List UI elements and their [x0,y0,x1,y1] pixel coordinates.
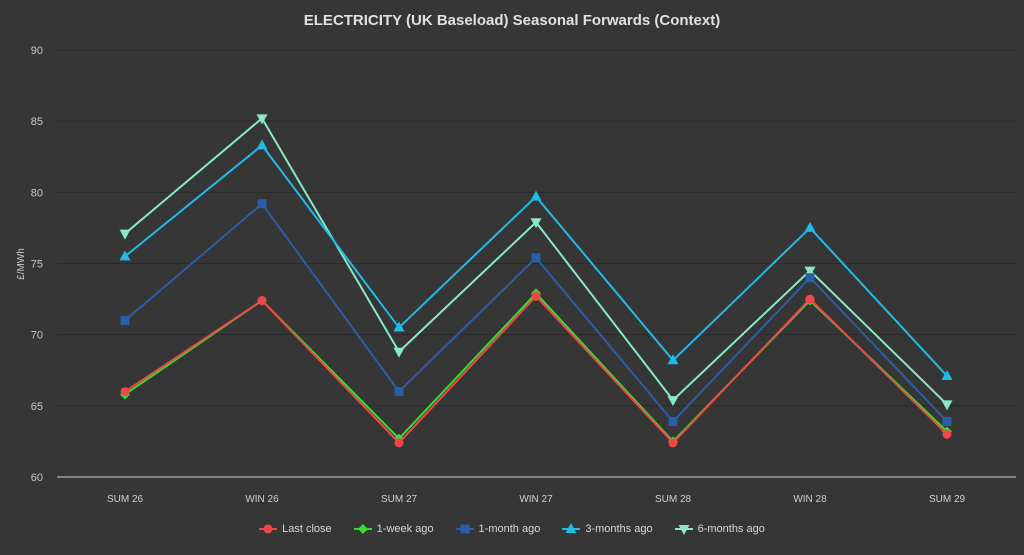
legend-marker[interactable] [460,524,470,534]
legend-item[interactable]: Last close [259,523,332,535]
data-point[interactable] [393,321,405,332]
x-tick-label: WIN 28 [793,494,827,505]
series-last-close [120,291,952,448]
data-point[interactable] [256,114,268,125]
legend-marker[interactable] [565,523,577,533]
data-point[interactable] [530,218,542,229]
legend: Last close 1-week ago 1-month ago 3-months … [0,523,1024,535]
legend-label: 1-week ago [376,523,434,535]
data-point[interactable] [119,250,131,261]
series-1-month-ago [120,199,952,426]
data-point[interactable] [942,429,952,439]
series-3-months-ago [119,139,953,380]
legend-item[interactable]: 3-months ago [562,523,653,535]
data-point[interactable] [394,387,404,397]
data-point[interactable] [394,438,404,448]
x-tick-label: SUM 28 [655,494,692,505]
x-tick-label: SUM 27 [381,494,418,505]
series-line [124,294,948,445]
data-point[interactable] [257,296,267,306]
chart-plot: 60 65 70 75 80 85 90 £/MWh SUM 26 WIN 26 SUM 27 WIN… [16,45,1016,505]
data-point[interactable] [531,253,541,263]
chart-title: ELECTRICITY (UK Baseload) Seasonal Forwa… [303,12,721,29]
legend-item[interactable]: 1-month ago [455,523,541,535]
triangle-down-marker-icon [674,525,693,535]
y-tick-label: 60 [31,472,43,484]
y-tick-label: 80 [31,187,43,199]
data-point[interactable] [667,396,679,407]
data-point[interactable] [530,190,542,201]
data-point[interactable] [393,347,405,358]
legend-label: 6-months ago [697,523,765,535]
data-point[interactable] [804,266,816,277]
data-point[interactable] [668,438,678,448]
legend-label: 3-months ago [585,523,653,535]
data-point[interactable] [120,315,130,325]
legend-label: 1-month ago [478,523,541,535]
x-tick-label: WIN 26 [245,494,279,505]
data-point[interactable] [941,369,953,380]
data-point[interactable] [804,221,816,232]
data-point[interactable] [941,400,953,411]
data-point[interactable] [805,273,815,283]
x-tick-label: SUM 26 [107,494,144,505]
triangle-marker-icon [562,523,581,533]
diamond-marker-icon [353,524,372,534]
y-tick-label: 70 [31,330,43,342]
circle-marker-icon [259,524,278,534]
y-tick-label: 75 [31,259,43,271]
series-6-months-ago [119,114,953,411]
y-axis-label: £/MWh [16,248,27,280]
data-point[interactable] [668,416,678,426]
data-point[interactable] [942,416,952,426]
legend-marker[interactable] [263,524,273,534]
legend-item[interactable]: 1-week ago [353,523,434,535]
series-line [124,291,948,443]
data-point[interactable] [256,139,268,150]
square-marker-icon [455,524,474,534]
data-point[interactable] [120,387,130,397]
data-point[interactable] [119,229,131,240]
data-point[interactable] [667,354,679,365]
y-tick-label: 90 [31,45,43,57]
y-tick-label: 65 [31,401,43,413]
data-point[interactable] [257,199,267,209]
y-tick-label: 85 [31,116,43,128]
legend-marker[interactable] [357,524,368,534]
data-point[interactable] [805,294,815,304]
x-tick-label: WIN 27 [519,494,553,505]
x-tick-label: SUM 29 [929,494,966,505]
legend-marker[interactable] [678,525,690,535]
legend-label: Last close [282,523,332,535]
legend-item[interactable]: 6-months ago [674,523,765,535]
data-point[interactable] [531,291,541,301]
